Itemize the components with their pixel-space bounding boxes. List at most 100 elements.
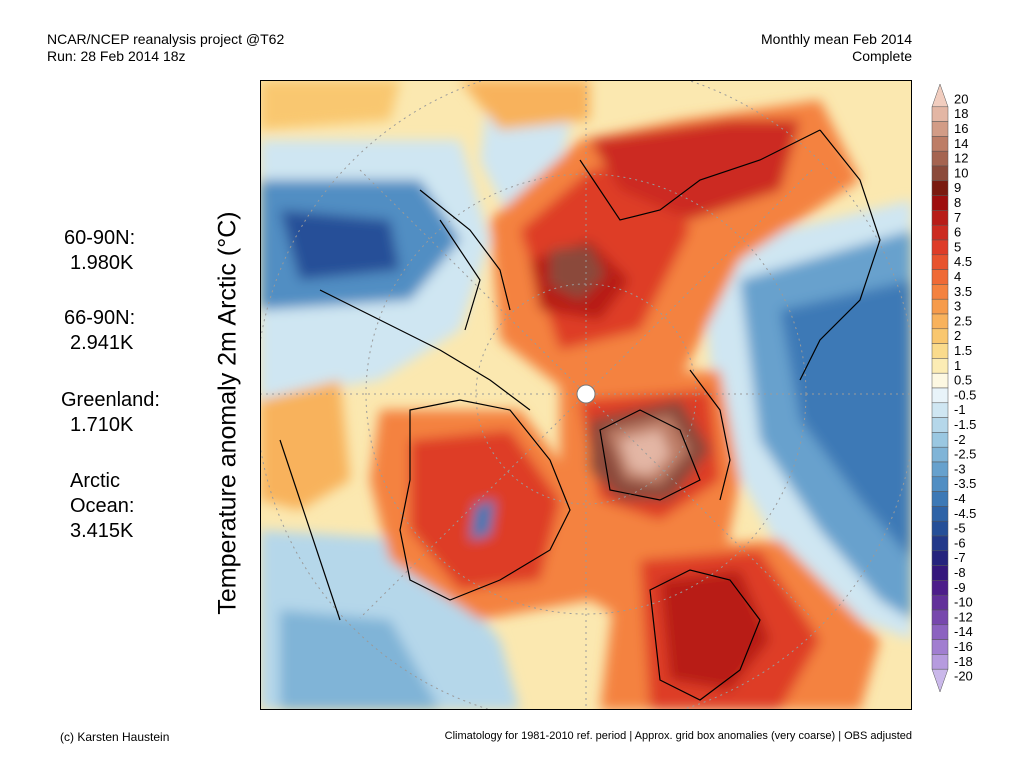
colorbar-label: -12 [954, 609, 973, 624]
colorbar-label: -8 [954, 565, 966, 580]
colorbar-label: 4 [954, 269, 961, 284]
colorbar-label: 3 [954, 299, 961, 314]
period-title: Monthly mean Feb 2014 [761, 31, 912, 47]
colorbar-segment [931, 136, 949, 152]
colorbar-label: -14 [954, 624, 973, 639]
stat-label: 60-90N: [64, 227, 136, 249]
colorbar: 201816141210987654.543.532.521.510.5-0.5… [931, 83, 976, 693]
colorbar-segment [931, 535, 949, 552]
colorbar-label: -4 [954, 491, 966, 506]
colorbar-segment [931, 491, 949, 507]
colorbar-segment [931, 358, 949, 374]
colorbar-segment [931, 639, 949, 655]
stat-value: 1.710K [70, 414, 134, 436]
colorbar-label: 8 [954, 195, 961, 210]
colorbar-segment [931, 313, 949, 330]
colorbar-segment [931, 210, 949, 226]
colorbar-segment [931, 565, 949, 581]
colorbar-label: -1.5 [954, 417, 976, 432]
colorbar-segment [931, 195, 949, 211]
colorbar-segment [931, 343, 949, 359]
colorbar-segment [931, 446, 949, 463]
colorbar-label: -6 [954, 535, 966, 550]
colorbar-segment [931, 594, 949, 611]
colorbar-segment [931, 417, 949, 433]
colorbar-label: 0.5 [954, 373, 972, 388]
stat-66-90n: 66-90N: 2.941K [64, 306, 135, 356]
colorbar-segment [931, 580, 949, 596]
colorbar-label: 4.5 [954, 254, 972, 269]
header-left: NCAR/NCEP reanalysis project @T62 Run: 2… [47, 31, 284, 65]
colorbar-segment [931, 476, 949, 492]
map-frame [260, 80, 912, 710]
stat-arctic-ocean: Arctic Ocean: 3.415K [70, 469, 134, 544]
stat-label: Greenland: [61, 389, 160, 411]
model-title: NCAR/NCEP reanalysis project @T62 [47, 31, 285, 47]
colorbar-label: -1 [954, 402, 966, 417]
colorbar-label: 2.5 [954, 313, 972, 328]
colorbar-label: -18 [954, 654, 973, 669]
colorbar-label: 9 [954, 180, 961, 195]
footnote: Climatology for 1981-2010 ref. period | … [444, 730, 912, 742]
colorbar-label: -9 [954, 580, 966, 595]
colorbar-segment [931, 372, 949, 389]
colorbar-label: -5 [954, 521, 966, 536]
colorbar-label: -4.5 [954, 506, 976, 521]
colorbar-segment [931, 609, 949, 626]
colorbar-segment [931, 106, 949, 122]
colorbar-label: -10 [954, 595, 973, 610]
stat-greenland: Greenland: 1.710K [61, 388, 160, 438]
colorbar-label: 12 [954, 151, 968, 166]
stat-label: 66-90N: [64, 307, 136, 329]
run-date: Run: 28 Feb 2014 18z [47, 48, 186, 64]
colorbar-label: 1.5 [954, 343, 972, 358]
colorbar-label: -0.5 [954, 387, 976, 402]
colorbar-segment [931, 83, 949, 108]
coastlines [279, 129, 881, 701]
colorbar-segment [931, 150, 949, 167]
colorbar-segment [931, 432, 949, 448]
colorbar-segment [931, 668, 949, 693]
colorbar-segment [931, 165, 949, 182]
colorbar-label: 6 [954, 225, 961, 240]
stat-60-90n: 60-90N: 1.980K [64, 226, 135, 276]
colorbar-label: -2.5 [954, 447, 976, 462]
colorbar-segment [931, 328, 949, 344]
colorbar-segment [931, 180, 949, 196]
colorbar-segment [931, 121, 949, 137]
colorbar-label: -20 [954, 669, 973, 684]
colorbar-label: 20 [954, 91, 968, 106]
colorbar-label: 5 [954, 239, 961, 254]
stat-label-line1: Arctic [70, 470, 120, 492]
colorbar-label: 7 [954, 210, 961, 225]
colorbar-segment [931, 402, 949, 418]
colorbar-segment [931, 284, 949, 300]
colorbar-segment [931, 461, 949, 478]
colorbar-label: 16 [954, 121, 968, 136]
colorbar-label: 3.5 [954, 284, 972, 299]
colorbar-label: 2 [954, 328, 961, 343]
colorbar-label: -3.5 [954, 476, 976, 491]
colorbar-label: -7 [954, 550, 966, 565]
colorbar-label: -2 [954, 432, 966, 447]
copyright: (c) Karsten Haustein [60, 730, 170, 744]
colorbar-segment [931, 387, 949, 404]
colorbar-segment [931, 550, 949, 566]
colorbar-segment [931, 506, 949, 522]
colorbar-label: -3 [954, 461, 966, 476]
colorbar-label: 14 [954, 136, 968, 151]
colorbar-label: 1 [954, 358, 961, 373]
colorbar-segment [931, 239, 949, 256]
colorbar-label: 10 [954, 165, 968, 180]
stat-value: 3.415K [70, 520, 134, 542]
y-axis-label: Temperature anomaly 2m Arctic (°C) [213, 211, 242, 615]
colorbar-label: 18 [954, 106, 968, 121]
colorbar-segment [931, 520, 949, 537]
stat-value: 1.980K [70, 252, 134, 274]
colorbar-segment [931, 654, 949, 670]
anomaly-map [260, 80, 912, 710]
stat-value: 2.941K [70, 332, 134, 354]
header-right: Monthly mean Feb 2014 Complete [761, 31, 912, 65]
status-text: Complete [852, 48, 912, 64]
colorbar-segment [931, 624, 949, 640]
